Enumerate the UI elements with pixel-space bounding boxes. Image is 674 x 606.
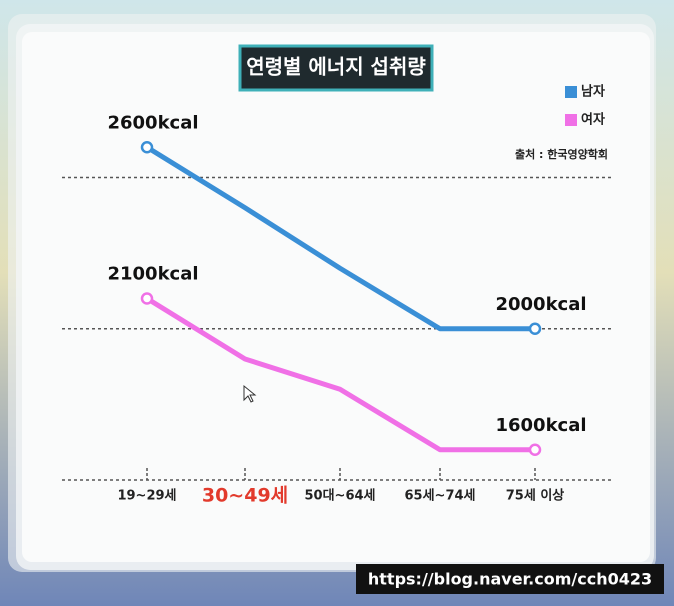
title-box [238,44,434,92]
line [145,145,535,332]
x-tick-label: 65세~74세 [405,489,476,504]
point [528,322,542,335]
line [145,296,535,453]
point [528,443,542,456]
value-label: 2000kcal [495,294,586,315]
x-tick-label: 30~49세 [202,485,288,507]
legend-label: 여자 [581,112,605,128]
x-tick-label: 19~29세 [117,489,176,504]
point [140,141,154,154]
chart-title: 연령별 에너지 섭취량 [246,55,426,79]
point [140,292,154,305]
source: 출처 : 한국영양학회 [515,147,608,161]
cursor [243,384,257,403]
x-tick-label: 50대~64세 [305,489,376,504]
legend-swatch [565,86,577,98]
value-label: 2100kcal [107,264,198,285]
watermark-box [356,564,664,594]
legend-label: 남자 [581,84,605,100]
value-label: 1600kcal [495,415,586,436]
value-label: 2600kcal [107,112,198,133]
legend-swatch [565,114,577,126]
watermark: https://blog.naver.com/cch0423 [368,570,652,589]
x-tick-label: 75세 이상 [506,488,565,504]
